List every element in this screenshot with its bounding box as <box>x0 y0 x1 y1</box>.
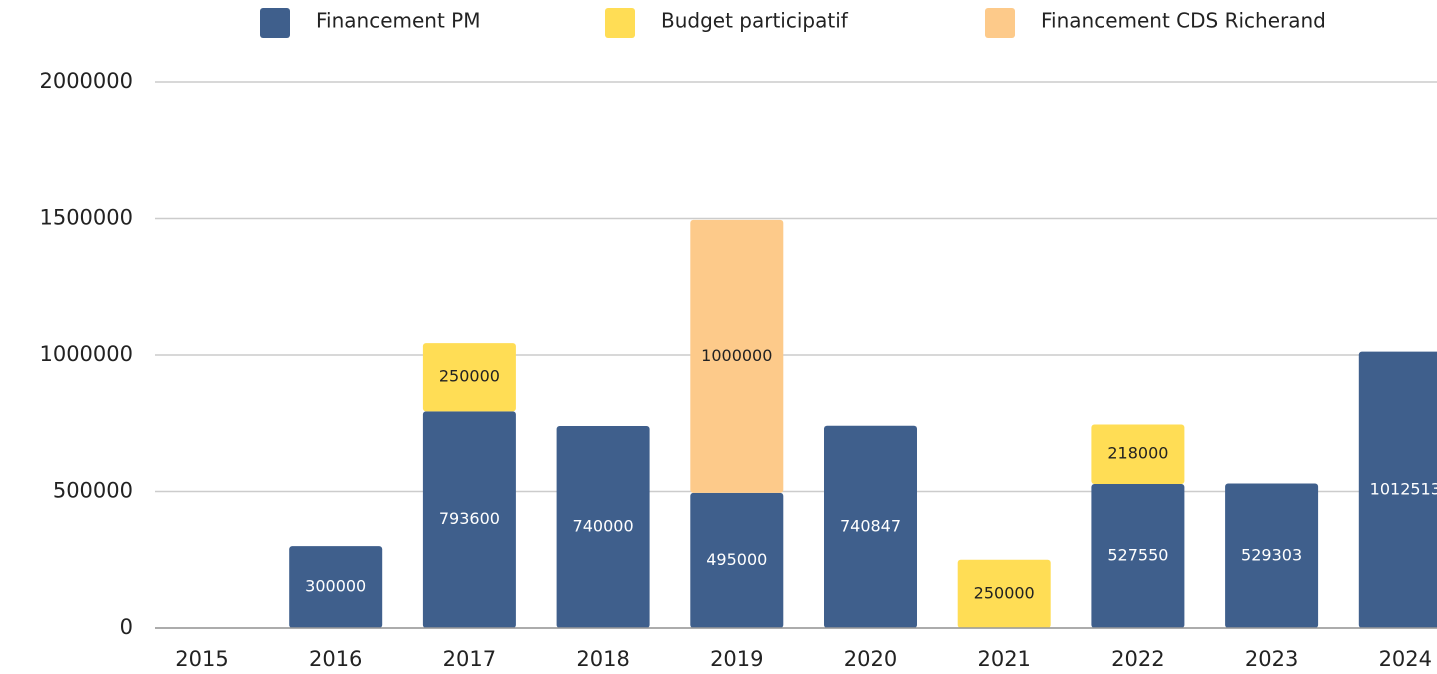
data-label: 740000 <box>573 516 634 535</box>
data-label: 1012513 <box>1370 479 1437 498</box>
data-label: 793600 <box>439 509 500 528</box>
x-tick-label: 2023 <box>1245 647 1298 671</box>
data-label: 495000 <box>706 550 767 569</box>
x-tick-label: 2017 <box>443 647 496 671</box>
legend-swatch <box>605 8 635 38</box>
bar-segment <box>1091 483 1185 628</box>
legend-label: Budget participatif <box>661 9 849 33</box>
y-tick-label: 2000000 <box>39 69 133 93</box>
data-label: 218000 <box>1107 444 1168 463</box>
x-tick-label: 2019 <box>710 647 763 671</box>
bar-segment <box>422 411 516 628</box>
data-label: 527550 <box>1107 545 1168 564</box>
x-tick-label: 2024 <box>1379 647 1432 671</box>
x-tick-label: 2015 <box>175 647 228 671</box>
data-label: 300000 <box>305 577 366 596</box>
y-tick-label: 0 <box>120 615 133 639</box>
bar-segment <box>422 343 516 412</box>
bar-segment <box>1091 424 1185 484</box>
legend-label: Financement PM <box>316 9 481 33</box>
bar-segment <box>690 492 784 628</box>
x-tick-label: 2021 <box>977 647 1030 671</box>
y-tick-label: 1500000 <box>39 206 133 230</box>
x-tick-label: 2018 <box>576 647 629 671</box>
x-tick-label: 2020 <box>844 647 897 671</box>
data-label: 740847 <box>840 516 901 535</box>
bar-segment <box>690 219 784 493</box>
data-label: 250000 <box>439 367 500 386</box>
bar-segment <box>824 425 917 628</box>
y-tick-label: 500000 <box>53 479 133 503</box>
bar-segment <box>957 559 1051 628</box>
data-label: 250000 <box>974 583 1035 602</box>
legend-label: Financement CDS Richerand <box>1041 9 1326 33</box>
bar-segment <box>289 546 383 628</box>
legend-swatch <box>260 8 290 38</box>
legend-swatch <box>985 8 1015 38</box>
data-label: 1000000 <box>701 346 772 365</box>
bar-segment <box>556 425 650 628</box>
y-tick-label: 1000000 <box>39 342 133 366</box>
x-tick-label: 2016 <box>309 647 362 671</box>
x-tick-label: 2022 <box>1111 647 1164 671</box>
data-label: 529303 <box>1241 545 1302 564</box>
bar-segment <box>1358 351 1437 628</box>
bar-segment <box>1225 483 1319 628</box>
